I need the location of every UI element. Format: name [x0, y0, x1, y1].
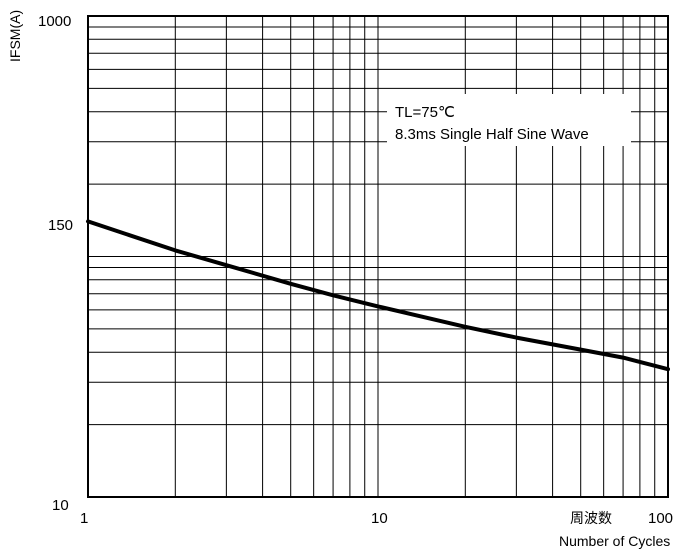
- plot-frame: [87, 15, 669, 498]
- annotation-box: TL=75℃ 8.3ms Single Half Sine Wave: [387, 94, 631, 146]
- tick-labels: 1000 150 10 1 10 100: [38, 13, 673, 527]
- annotation-background: [387, 94, 631, 146]
- x-axis-label: Number of Cycles: [559, 533, 670, 549]
- x-tick-label-1: 1: [80, 510, 88, 527]
- annotation-line-1: TL=75℃: [395, 104, 455, 121]
- y-tick-label-150: 150: [48, 217, 73, 234]
- annotation-line-2: 8.3ms Single Half Sine Wave: [395, 126, 589, 143]
- y-tick-label-10: 10: [52, 497, 69, 514]
- x-axis-label-chinese: 周波数: [570, 511, 612, 527]
- y-tick-label-1000: 1000: [38, 13, 71, 30]
- surge-current-curve: [86, 219, 670, 372]
- y-axis-label: IFSM(A): [7, 10, 23, 62]
- grid-lines: [88, 16, 668, 497]
- x-tick-label-100: 100: [648, 510, 673, 527]
- x-tick-label-10: 10: [371, 510, 388, 527]
